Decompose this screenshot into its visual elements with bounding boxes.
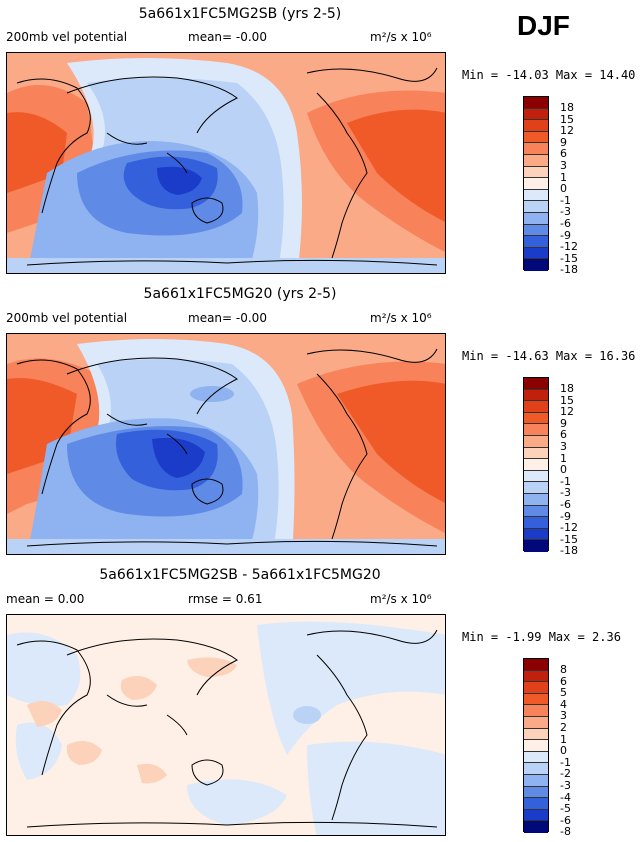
- panel2-colorbar-tick: -6: [560, 498, 571, 511]
- panel3-colorbar-tick: -8: [560, 825, 571, 839]
- panel3-colorbar: [523, 658, 549, 833]
- panel2-colorbar-tick: 9: [560, 416, 567, 430]
- panel1-colorbar: [523, 96, 549, 271]
- panel2-colorbar-tick: -12: [560, 521, 578, 535]
- panel3-title: 5a661x1FC5MG2SB - 5a661x1FC5MG20: [99, 567, 381, 583]
- panel1-colorbar-tick: 18: [560, 101, 574, 114]
- panel2-colorbar-tick: -15: [560, 532, 578, 546]
- panel1-field-label: 200mb vel potential: [6, 30, 128, 44]
- panel2-colorbar-tick: 12: [560, 405, 574, 419]
- panel2-minmax: Min = -14.63 Max = 16.36: [462, 349, 636, 363]
- panel3-colorbar-tick: -2: [560, 767, 571, 781]
- panel3-colorbar-tick: 4: [560, 697, 567, 711]
- panel3-colorbar-tick: 1: [560, 732, 567, 746]
- panel2-colorbar-tick: -18: [560, 544, 578, 558]
- panel3-colorbar-tick: -1: [560, 755, 571, 769]
- panel1-colorbar-tick: -6: [560, 217, 571, 230]
- panel2-colorbar-tick: 6: [560, 428, 567, 442]
- panel2-colorbar-tick: -1: [560, 474, 571, 488]
- panel3-units-label: m²/s x 10⁶: [370, 592, 432, 606]
- panel1-colorbar-tick: 0: [560, 182, 567, 196]
- panel2-colorbar-tick: 15: [560, 393, 574, 407]
- panel2-field-label: 200mb vel potential: [6, 311, 128, 325]
- panel1-mean-label: mean= -0.00: [188, 30, 267, 44]
- panel3-colorbar-tick: 2: [560, 721, 567, 734]
- panel3-colorbar-tick: 3: [560, 709, 567, 723]
- panel1-colorbar-tick: -3: [560, 205, 571, 219]
- panel3-colorbar-tick: -6: [560, 813, 571, 827]
- panel3-minmax: Min = -1.99 Max = 2.36: [462, 630, 621, 644]
- panel2-colorbar-tick: 3: [560, 440, 567, 453]
- panel1-units-label: m²/s x 10⁶: [370, 30, 432, 44]
- panel3-map: [6, 614, 446, 836]
- panel3-colorbar-tick: 5: [560, 686, 567, 700]
- panel3-colorbar-tick: 8: [560, 663, 567, 676]
- panel3-colorbar-tick: -5: [560, 802, 571, 816]
- panel1-colorbar-tick: -15: [560, 251, 578, 265]
- panel1-colorbar-tick: 6: [560, 147, 567, 161]
- panel3-rmse-label: rmse = 0.61: [188, 592, 263, 606]
- panel2-colorbar-tick: 0: [560, 463, 567, 477]
- panel1-colorbar-tick: 9: [560, 135, 567, 149]
- panel3-mean-label: mean = 0.00: [6, 592, 85, 606]
- panel2-colorbar-tick: -9: [560, 509, 571, 523]
- panel2-mean-label: mean= -0.00: [188, 311, 267, 325]
- panel2-colorbar-tick: -3: [560, 486, 571, 500]
- panel1-colorbar-tick: 1: [560, 170, 567, 184]
- panel1-title: 5a661x1FC5MG2SB (yrs 2-5): [138, 6, 342, 22]
- panel1-map: [6, 52, 446, 274]
- panel1-colorbar-tick: -18: [560, 263, 578, 277]
- panel3-colorbar-tick: 0: [560, 744, 567, 758]
- panel1-colorbar-tick: 12: [560, 124, 574, 138]
- panel2-colorbar-tick: 18: [560, 382, 574, 395]
- panel1-minmax: Min = -14.03 Max = 14.40: [462, 68, 636, 82]
- panel1-colorbar-tick: 15: [560, 112, 574, 126]
- panel1-colorbar-tick: -12: [560, 240, 578, 254]
- panel2-units-label: m²/s x 10⁶: [370, 311, 432, 325]
- panel1-colorbar-tick: -9: [560, 228, 571, 242]
- panel2-map: [6, 333, 446, 555]
- panel1-colorbar-tick: -1: [560, 193, 571, 207]
- season-label: DJF: [517, 10, 570, 41]
- panel3-colorbar-tick: -4: [560, 790, 571, 804]
- panel2-title: 5a661x1FC5MG20 (yrs 2-5): [143, 286, 337, 302]
- panel3-colorbar-tick: -3: [560, 779, 571, 792]
- panel2-colorbar: [523, 377, 549, 552]
- panel2-colorbar-tick: 1: [560, 451, 567, 465]
- panel3-colorbar-tick: 6: [560, 674, 567, 688]
- panel1-colorbar-tick: 3: [560, 159, 567, 172]
